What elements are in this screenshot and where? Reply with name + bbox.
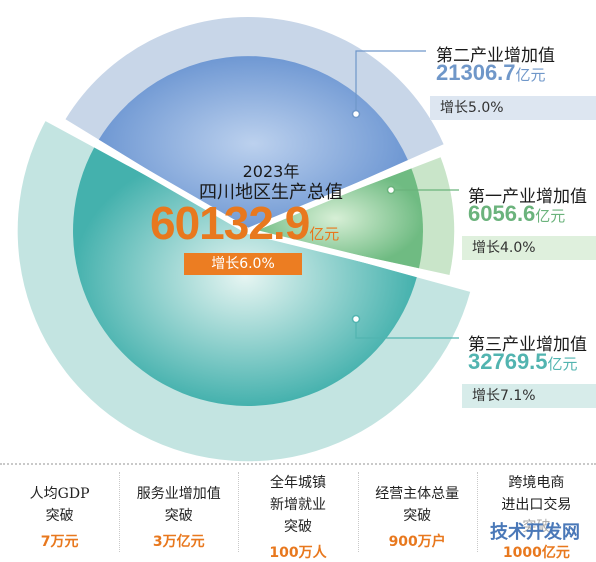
slice-value-primary: 6056.6亿元	[468, 201, 565, 227]
slice-separator	[247, 228, 512, 299]
stat-label: 经营主体总量 突破	[358, 472, 477, 527]
slice-label-tertiary: 第三产业增加值	[468, 335, 587, 355]
connector-dot-tertiary	[351, 314, 361, 324]
stat-separator	[357, 472, 359, 552]
stat-label-line: 突破	[164, 508, 193, 524]
stat-label-line: 全年城镇	[269, 475, 326, 491]
stat-label-line: 经营主体总量	[375, 486, 460, 502]
slice-separator	[26, 101, 250, 234]
slice-separator	[246, 134, 477, 234]
connector-line-tertiary	[355, 319, 459, 339]
stat-value: 900万户	[388, 534, 446, 550]
stat-label-line: 新增就业	[269, 497, 326, 513]
slice-value-tertiary-unit: 亿元	[547, 356, 578, 373]
slice-value-secondary: 21306.7亿元	[436, 60, 546, 86]
stat-label: 服务业增加值 突破	[119, 472, 238, 527]
stat-label-line: 人均GDP	[29, 486, 90, 502]
center-total-number: 60132.9	[150, 197, 310, 249]
connector-dot-primary	[386, 185, 396, 195]
stat-separator	[119, 472, 121, 552]
stat-label: 人均GDP 突破	[0, 472, 119, 527]
slice-value-primary-number: 6056.6	[468, 201, 536, 226]
pie-slice-tertiary	[73, 147, 417, 406]
connector-dot-secondary	[351, 109, 361, 119]
center-year: 2023年	[242, 162, 300, 181]
stat-value: 7万元	[40, 534, 79, 550]
pie-slice-secondary	[98, 56, 408, 231]
connector-line-secondary	[355, 50, 426, 114]
stats-divider	[0, 463, 596, 465]
slice-value-secondary-unit: 亿元	[515, 67, 546, 84]
stat-item: 经营主体总量 突破 900万户	[358, 472, 477, 554]
stat-item: 全年城镇新增就业突破 100万人	[238, 472, 357, 561]
stat-label-line: 突破	[283, 519, 312, 535]
slice-label-secondary: 第二产业增加值	[436, 46, 555, 66]
slice-value-primary-unit: 亿元	[535, 208, 566, 225]
slice-value-secondary-number: 21306.7	[436, 60, 516, 85]
stat-item: 人均GDP 突破 7万元	[0, 472, 119, 554]
stat-value: 3万亿元	[152, 534, 205, 550]
slice-growth-primary: 增长4.0%	[462, 236, 596, 260]
stat-label-line: 跨境电商	[508, 475, 565, 491]
stat-separator	[238, 472, 240, 552]
watermark: 技术开发网	[486, 518, 584, 544]
stat-label-line: 服务业增加值	[136, 486, 221, 502]
stat-label-line: 突破	[403, 508, 432, 524]
center-growth-badge: 增长6.0%	[184, 253, 302, 275]
center-total-value: 60132.9亿元	[150, 196, 339, 250]
stat-value: 1000亿元	[502, 545, 570, 561]
slice-value-tertiary-number: 32769.5	[468, 349, 548, 374]
stat-item: 服务业增加值 突破 3万亿元	[119, 472, 238, 554]
slice-value-tertiary: 32769.5亿元	[468, 349, 578, 375]
stat-label: 全年城镇新增就业突破	[238, 472, 357, 538]
stat-value: 100万人	[269, 545, 327, 561]
slice-growth-tertiary: 增长7.1%	[462, 384, 596, 408]
slice-label-primary: 第一产业增加值	[468, 187, 587, 207]
center-title: 四川地区生产总值	[199, 182, 343, 203]
pie-slice-primary	[248, 168, 423, 269]
stat-separator	[476, 472, 478, 552]
slice-growth-secondary: 增长5.0%	[430, 96, 596, 120]
stat-label-line: 进出口交易	[501, 497, 572, 513]
stat-label-line: 突破	[45, 508, 74, 524]
center-total-unit: 亿元	[309, 226, 340, 243]
